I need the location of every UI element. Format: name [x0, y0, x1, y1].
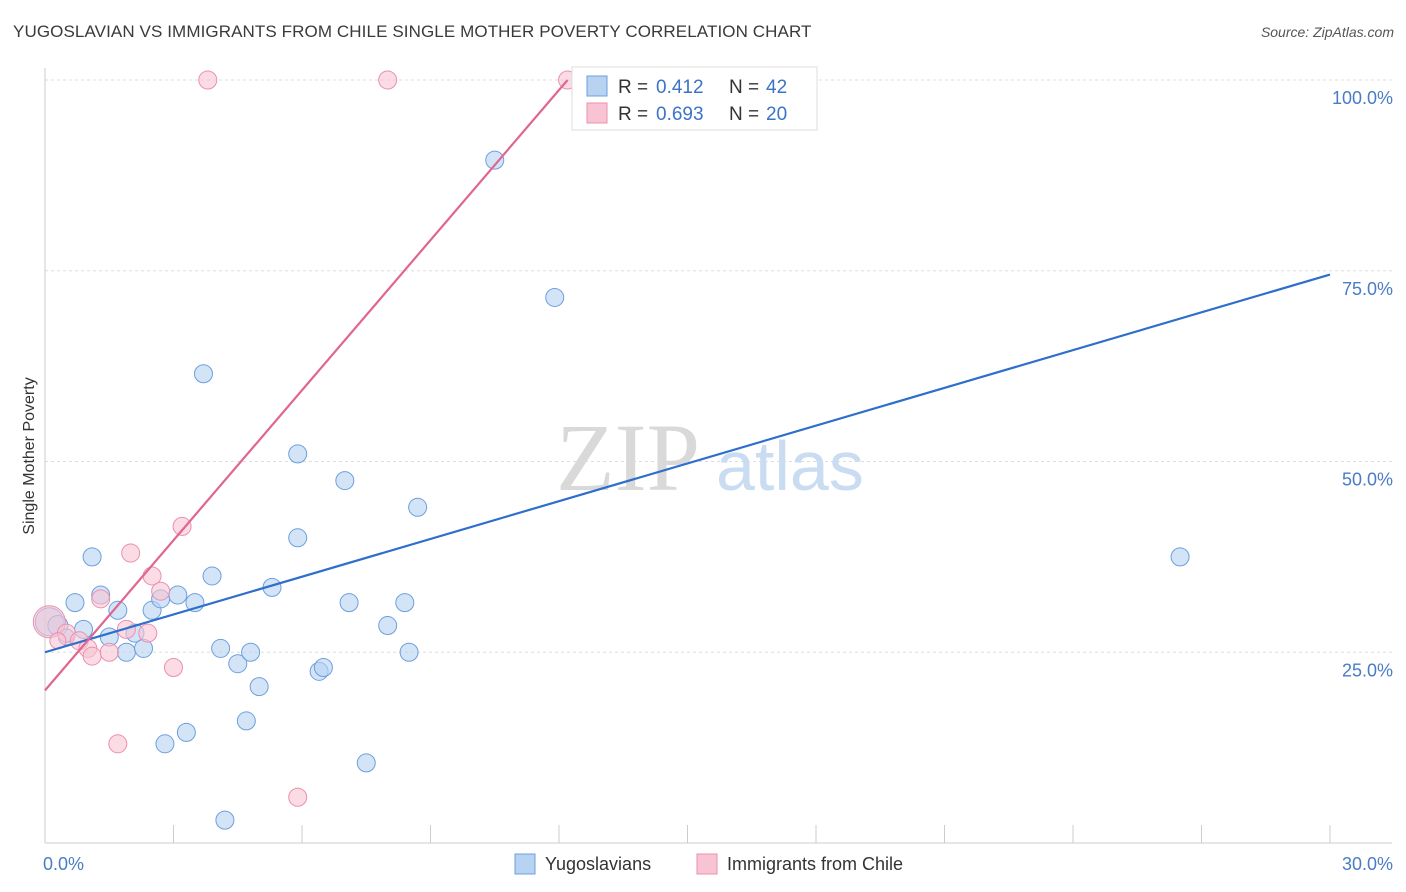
- point-yugoslavians-21: [215, 810, 235, 830]
- point-yugoslavians-39: [545, 287, 565, 307]
- point-yugoslavians-18: [193, 364, 213, 384]
- legend-box: [571, 66, 818, 131]
- point-chile-5: [91, 589, 111, 609]
- point-yugoslavians-19: [202, 566, 222, 586]
- x-tick-label-1: 30.0%: [1342, 854, 1393, 874]
- point-yugoslavians-28: [288, 528, 308, 548]
- point-yugoslavians-15: [168, 585, 188, 605]
- point-chile-9: [121, 543, 141, 563]
- point-chile-13: [164, 658, 183, 678]
- watermark: ZIP atlas: [556, 404, 864, 511]
- source-credit: Source: ZipAtlas.com: [1260, 24, 1394, 40]
- legend-r-value-2: 0.693: [656, 104, 704, 125]
- point-yugoslavians-3: [65, 593, 85, 613]
- legend-r-label-1: R =: [618, 77, 648, 98]
- bottom-legend-label-chile: Immigrants from Chile: [727, 854, 903, 874]
- point-chile-7: [108, 734, 128, 754]
- point-yugoslavians-9: [116, 642, 136, 662]
- bottom-legend-swatch-yugoslavians: [514, 853, 536, 875]
- legend-n-label-1: N =: [729, 77, 759, 98]
- legend-n-value-1: 42: [766, 77, 787, 98]
- legend-r-value-1: 0.412: [656, 77, 704, 98]
- point-yugoslavians-20: [211, 638, 231, 658]
- point-yugoslavians-5: [82, 547, 102, 567]
- point-yugoslavians-22: [228, 654, 248, 674]
- point-yugoslavians-34: [378, 616, 398, 636]
- point-yugoslavians-36: [399, 642, 419, 662]
- point-yugoslavians-37: [408, 497, 428, 517]
- y-axis-title: Single Mother Poverty: [21, 377, 38, 534]
- trend-line-yugoslavians: [44, 273, 1331, 654]
- point-chile-12: [151, 581, 171, 601]
- y-tick-label-2: 75.0%: [1342, 279, 1393, 299]
- bottom-legend-swatch-chile: [696, 853, 718, 875]
- legend: R = 0.412 N = 42 R = 0.693 N = 20: [571, 66, 818, 131]
- point-yugoslavians-35: [395, 593, 415, 613]
- point-yugoslavians-27: [288, 444, 308, 464]
- point-chile-17: [378, 70, 398, 90]
- y-tick-labels: 25.0% 50.0% 75.0% 100.0%: [1332, 88, 1393, 680]
- point-yugoslavians-25: [249, 677, 269, 697]
- axes: [44, 68, 1392, 844]
- watermark-atlas: atlas: [716, 427, 864, 505]
- point-yugoslavians-14: [155, 734, 175, 754]
- legend-n-value-2: 20: [766, 104, 787, 125]
- point-chile-14: [172, 516, 192, 536]
- y-tick-label-1: 50.0%: [1342, 470, 1393, 490]
- legend-swatch-chile: [586, 102, 608, 124]
- point-yugoslavians-38: [485, 150, 505, 170]
- point-chile-4: [82, 646, 102, 666]
- bottom-legend: Yugoslavians Immigrants from Chile: [514, 853, 903, 875]
- watermark-zip: ZIP: [556, 404, 700, 511]
- point-chile-15: [198, 70, 218, 90]
- data-points: [32, 66, 1190, 830]
- point-chile-10: [138, 623, 158, 643]
- point-chile-0: [32, 605, 66, 639]
- x-tick-labels: 0.0% 30.0%: [43, 854, 1393, 874]
- legend-r-label-2: R =: [618, 104, 648, 125]
- point-yugoslavians-23: [236, 711, 256, 731]
- point-yugoslavians-31: [335, 471, 355, 491]
- point-yugoslavians-8: [108, 600, 128, 620]
- point-yugoslavians-24: [241, 642, 261, 662]
- trend-line-chile: [44, 79, 569, 692]
- x-tick-label-0: 0.0%: [43, 854, 84, 874]
- legend-n-label-2: N =: [729, 104, 759, 125]
- trend-lines: [44, 79, 1331, 692]
- grid-lines: [45, 79, 1392, 653]
- point-chile-6: [99, 642, 119, 662]
- point-yugoslavians-30: [313, 658, 333, 678]
- point-yugoslavians-33: [356, 753, 376, 773]
- point-yugoslavians-32: [339, 593, 359, 613]
- bottom-legend-label-yugoslavians: Yugoslavians: [545, 854, 651, 874]
- chart-title: YUGOSLAVIAN VS IMMIGRANTS FROM CHILE SIN…: [13, 22, 812, 41]
- point-chile-16: [288, 787, 308, 807]
- legend-swatch-yugoslavians: [586, 75, 608, 97]
- y-tick-label-0: 25.0%: [1342, 660, 1393, 680]
- point-yugoslavians-41: [1170, 547, 1190, 567]
- y-tick-label-3: 100.0%: [1332, 88, 1393, 108]
- point-yugoslavians-16: [176, 722, 196, 742]
